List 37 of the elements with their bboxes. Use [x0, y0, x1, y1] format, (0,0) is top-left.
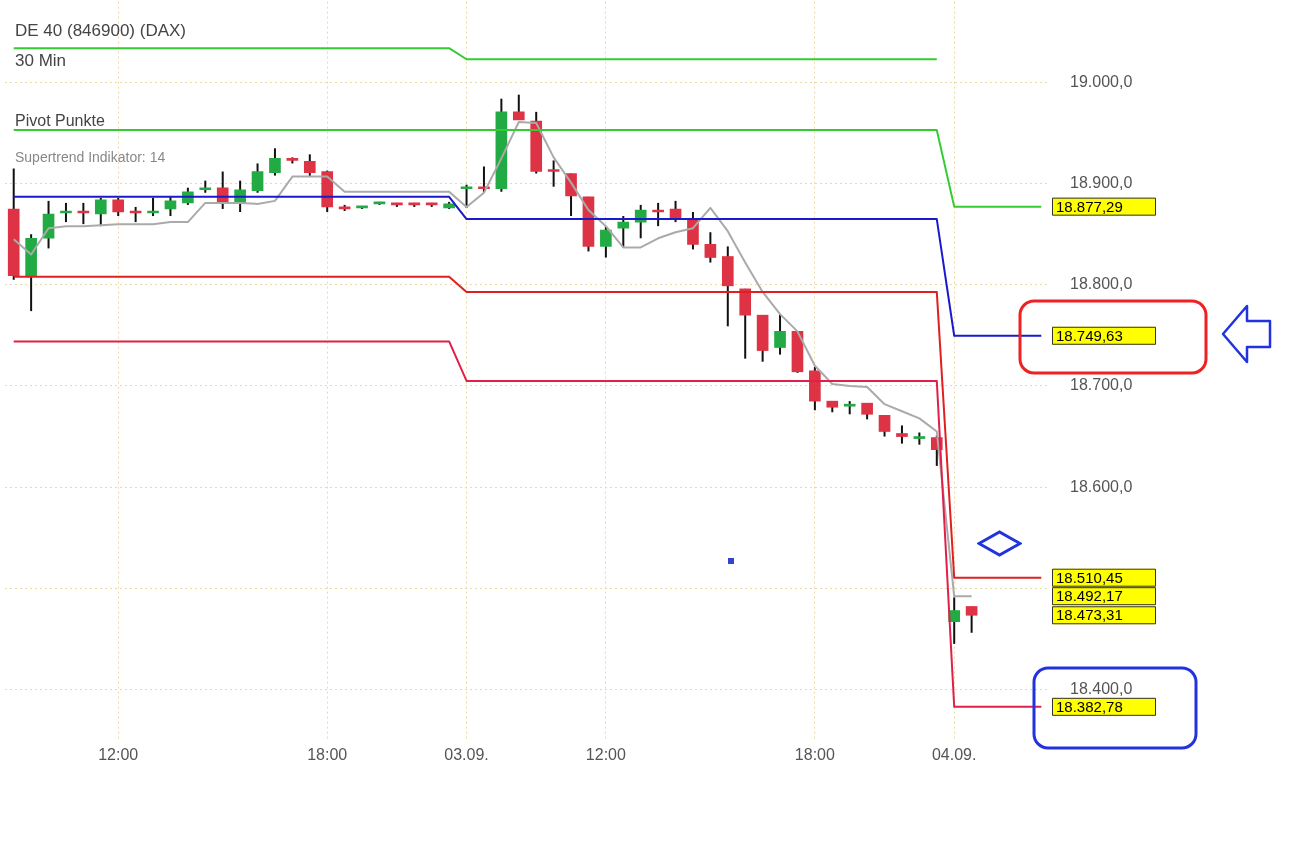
- candlestick: [617, 215, 630, 249]
- y-tick-label: 18.900,0: [1070, 174, 1133, 192]
- x-tick-label: 18:00: [307, 746, 348, 764]
- y-tick-label: 18.800,0: [1070, 275, 1133, 293]
- candlestick: [512, 93, 525, 121]
- candlestick: [704, 231, 717, 264]
- y-tick-label: 18.600,0: [1070, 477, 1133, 495]
- x-tick-label: 12:00: [585, 746, 626, 764]
- candlestick: [112, 196, 125, 218]
- candlestick: [478, 165, 490, 194]
- x-tick-label: 03.09.: [444, 746, 489, 764]
- y-tick-label: 18.700,0: [1070, 376, 1133, 394]
- candlestick: [269, 147, 281, 177]
- candlestick: [600, 225, 612, 259]
- x-tick-label: 04.09.: [931, 746, 977, 764]
- x-tick-label: 12:00: [98, 746, 139, 764]
- candlestick: [547, 159, 560, 188]
- text: 18.492,17: [1056, 587, 1123, 605]
- candlestick: [251, 162, 264, 194]
- data-label: 18.749,63: [1056, 326, 1123, 344]
- candlestick: [460, 183, 473, 209]
- candlestick: [303, 153, 316, 178]
- candlestick: [965, 605, 978, 634]
- text: DE 40 (846900) (DAX): [15, 20, 187, 40]
- candlestick: [774, 313, 786, 356]
- candlestick: [896, 424, 908, 445]
- x-tick-label: 18:00: [794, 746, 835, 764]
- annotation: Supertrend Indikator: 14: [15, 148, 166, 165]
- data-label: 18.510,45: [1056, 568, 1123, 586]
- y-tick-label: 18.400,0: [1070, 679, 1133, 697]
- data-label: 18.382,78: [1056, 697, 1123, 715]
- candlestick: [878, 414, 891, 438]
- data-label: 18.877,29: [1056, 197, 1123, 215]
- text: 18.473,31: [1056, 606, 1123, 624]
- text: 30 Min: [15, 50, 67, 70]
- y-tick-label: 19.000,0: [1070, 72, 1133, 90]
- annotation: Pivot Punkte: [15, 111, 105, 129]
